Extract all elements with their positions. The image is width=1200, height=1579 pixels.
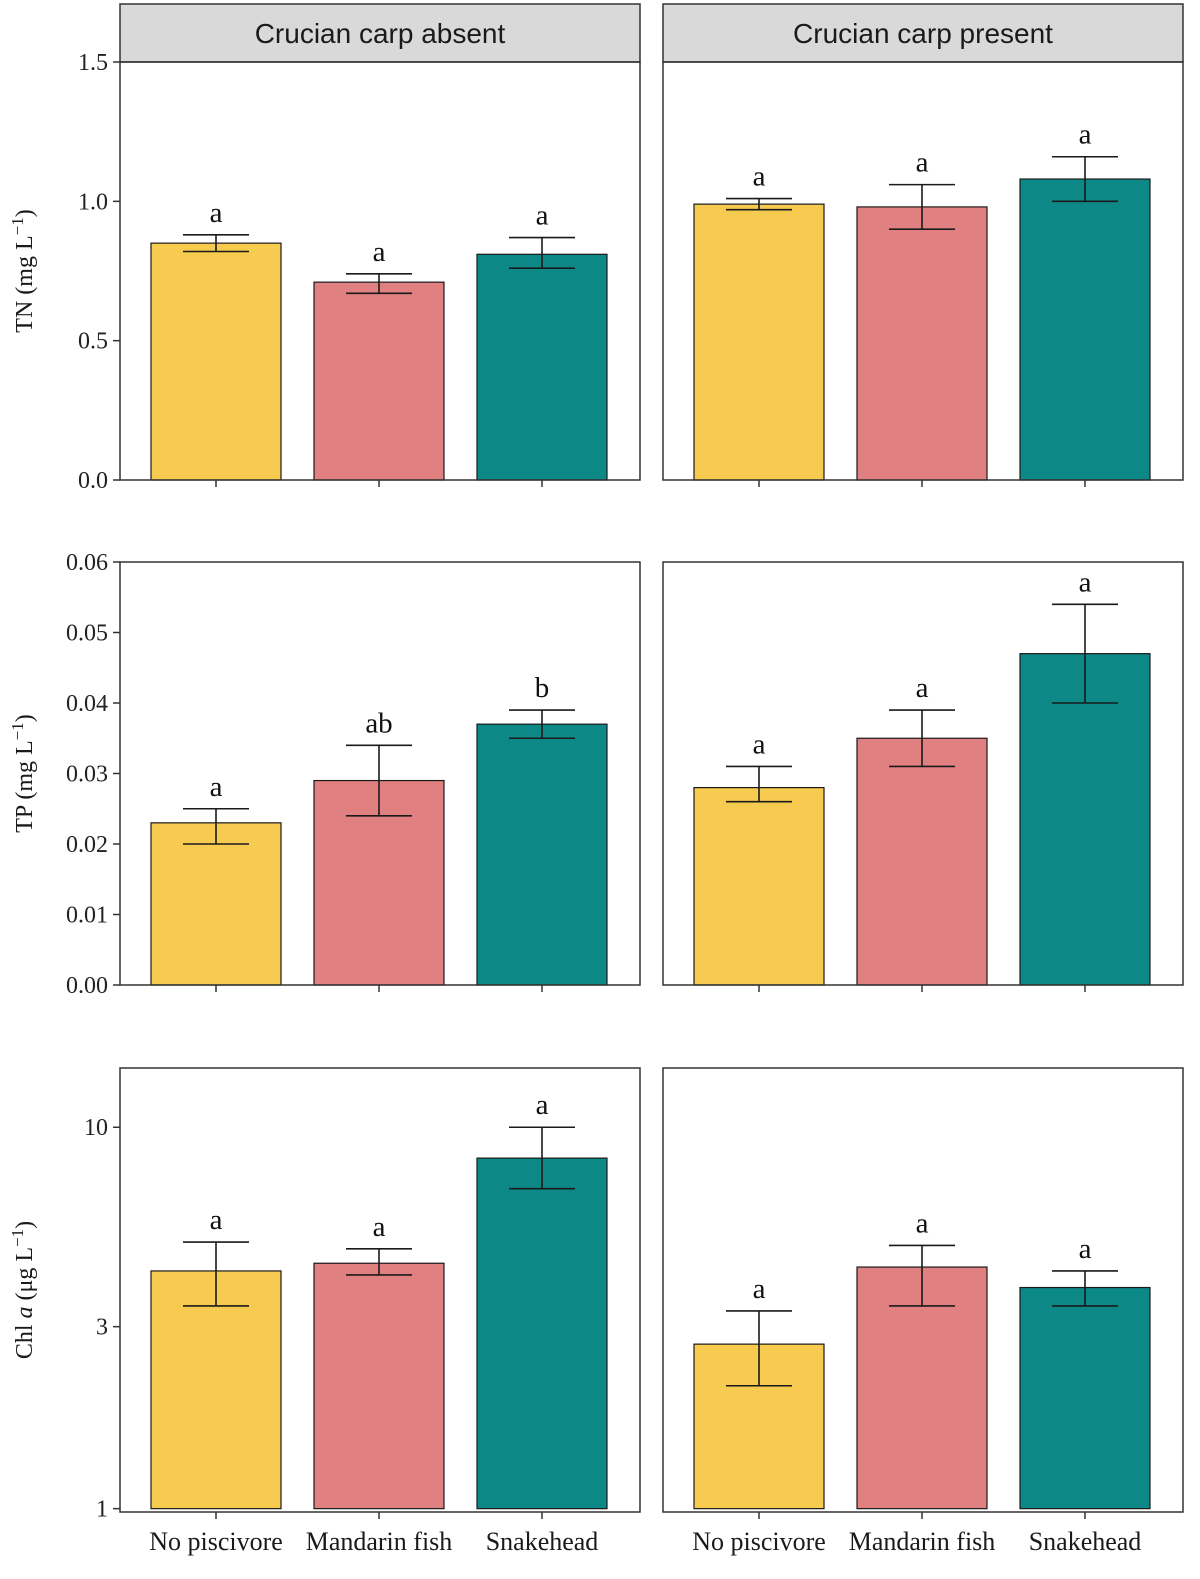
x-category-label-snakehead: Snakehead: [1029, 1527, 1142, 1556]
y-axis-label-italic: a: [12, 1306, 38, 1318]
y-axis-label-close: ): [12, 1221, 38, 1229]
y-tick-label: 1: [96, 1497, 108, 1523]
y-axis-label-superscript: −1: [8, 722, 27, 740]
bar-no-piscivore: [693, 786, 825, 986]
facet-strip-crucian-carp-present: [662, 3, 1184, 63]
panel-2-crucian-carp-absent: a a a 1 3 10: [84, 1067, 641, 1523]
y-axis-label-superscript: −1: [8, 1229, 27, 1247]
y-tick-label: 10: [84, 1115, 108, 1141]
facet-title-crucian-carp-present: Crucian carp present: [793, 18, 1053, 49]
y-tick-label: 0.01: [66, 903, 108, 929]
y-tick-label: 3: [96, 1315, 108, 1341]
panel-border: [662, 61, 1184, 481]
y-axis-label-text: TP (mg L: [12, 740, 38, 832]
significance-letter: b: [535, 672, 550, 704]
significance-letter: a: [536, 200, 549, 232]
significance-letter: a: [1079, 119, 1092, 151]
bar-mandarin-fish: [856, 1266, 988, 1510]
panel-0-crucian-carp-absent: a a a 0.0 0.5 1.0 1.5: [78, 50, 641, 494]
y-axis-label-unit: (μg L: [12, 1247, 38, 1307]
bar-snakehead: [476, 253, 608, 481]
y-axis-label-close: ): [12, 714, 38, 722]
bar-no-piscivore: [150, 822, 282, 986]
panel-border: [119, 61, 641, 481]
y-tick-label: 1.5: [78, 50, 108, 76]
y-axis-label-2: Chl a (μg L−1): [8, 1221, 38, 1359]
significance-letter: a: [373, 236, 386, 268]
panel-0-crucian-carp-present: a a a: [662, 61, 1184, 487]
panel-border: [662, 1067, 1184, 1513]
y-axis-label-text: TN (mg L: [12, 235, 38, 332]
y-axis-label-1: TP (mg L−1): [8, 714, 38, 833]
significance-letter: a: [916, 672, 929, 704]
bar-snakehead: [1019, 653, 1151, 986]
significance-letter: a: [1079, 1233, 1092, 1265]
y-axis-label-text: Chl: [12, 1318, 38, 1359]
significance-letter: a: [753, 728, 766, 760]
significance-letter: a: [916, 147, 929, 179]
bar-no-piscivore: [150, 242, 282, 481]
significance-letter: a: [210, 771, 223, 803]
significance-letter: a: [536, 1089, 549, 1121]
bar-no-piscivore: [150, 1270, 282, 1510]
significance-letter: a: [753, 1273, 766, 1305]
panel-1-crucian-carp-present: a a a: [662, 561, 1184, 992]
y-tick-label: 0.00: [66, 973, 108, 999]
significance-letter: ab: [365, 707, 392, 739]
significance-letter: a: [753, 161, 766, 193]
y-tick-label: 0.05: [66, 621, 108, 647]
bar-mandarin-fish: [856, 206, 988, 481]
x-category-label-snakehead: Snakehead: [486, 1527, 599, 1556]
bar-mandarin-fish: [313, 1262, 445, 1510]
bar-snakehead: [476, 723, 608, 986]
y-tick-label: 0.5: [78, 329, 108, 355]
x-category-label-mandarin-fish: Mandarin fish: [306, 1527, 453, 1556]
y-tick-label: 0.02: [66, 832, 108, 858]
significance-letter: a: [373, 1211, 386, 1243]
significance-letter: a: [1079, 566, 1092, 598]
bar-mandarin-fish: [856, 737, 988, 986]
facet-title-crucian-carp-absent: Crucian carp absent: [255, 18, 506, 49]
y-axis-label-superscript: −1: [8, 217, 27, 235]
x-category-label-mandarin-fish: Mandarin fish: [849, 1527, 996, 1556]
significance-letter: a: [916, 1207, 929, 1239]
bar-no-piscivore: [693, 203, 825, 481]
y-axis-label-0: TN (mg L−1): [8, 209, 38, 332]
significance-letter: a: [210, 1204, 223, 1236]
y-tick-label: 0.04: [66, 691, 108, 717]
bar-mandarin-fish: [313, 281, 445, 481]
bar-snakehead: [1019, 1286, 1151, 1510]
y-axis-label-close: ): [12, 209, 38, 217]
panel-2-crucian-carp-present: a a a: [662, 1067, 1184, 1519]
y-tick-label: 0.03: [66, 762, 108, 788]
x-category-label-no-piscivore: No piscivore: [692, 1527, 826, 1556]
panel-border: [119, 1067, 641, 1513]
panel-1-crucian-carp-absent: a ab b 0.00 0.01 0.02 0.03 0.04 0.05 0.06: [66, 550, 641, 999]
bar-snakehead: [1019, 178, 1151, 481]
facet-strip-crucian-carp-absent: [119, 3, 641, 63]
x-category-label-no-piscivore: No piscivore: [149, 1527, 283, 1556]
bar-snakehead: [476, 1157, 608, 1510]
significance-letter: a: [210, 197, 223, 229]
y-tick-label: 0.06: [66, 550, 108, 576]
y-tick-label: 1.0: [78, 189, 108, 215]
panel-border: [662, 561, 1184, 986]
y-tick-label: 0.0: [78, 468, 108, 494]
